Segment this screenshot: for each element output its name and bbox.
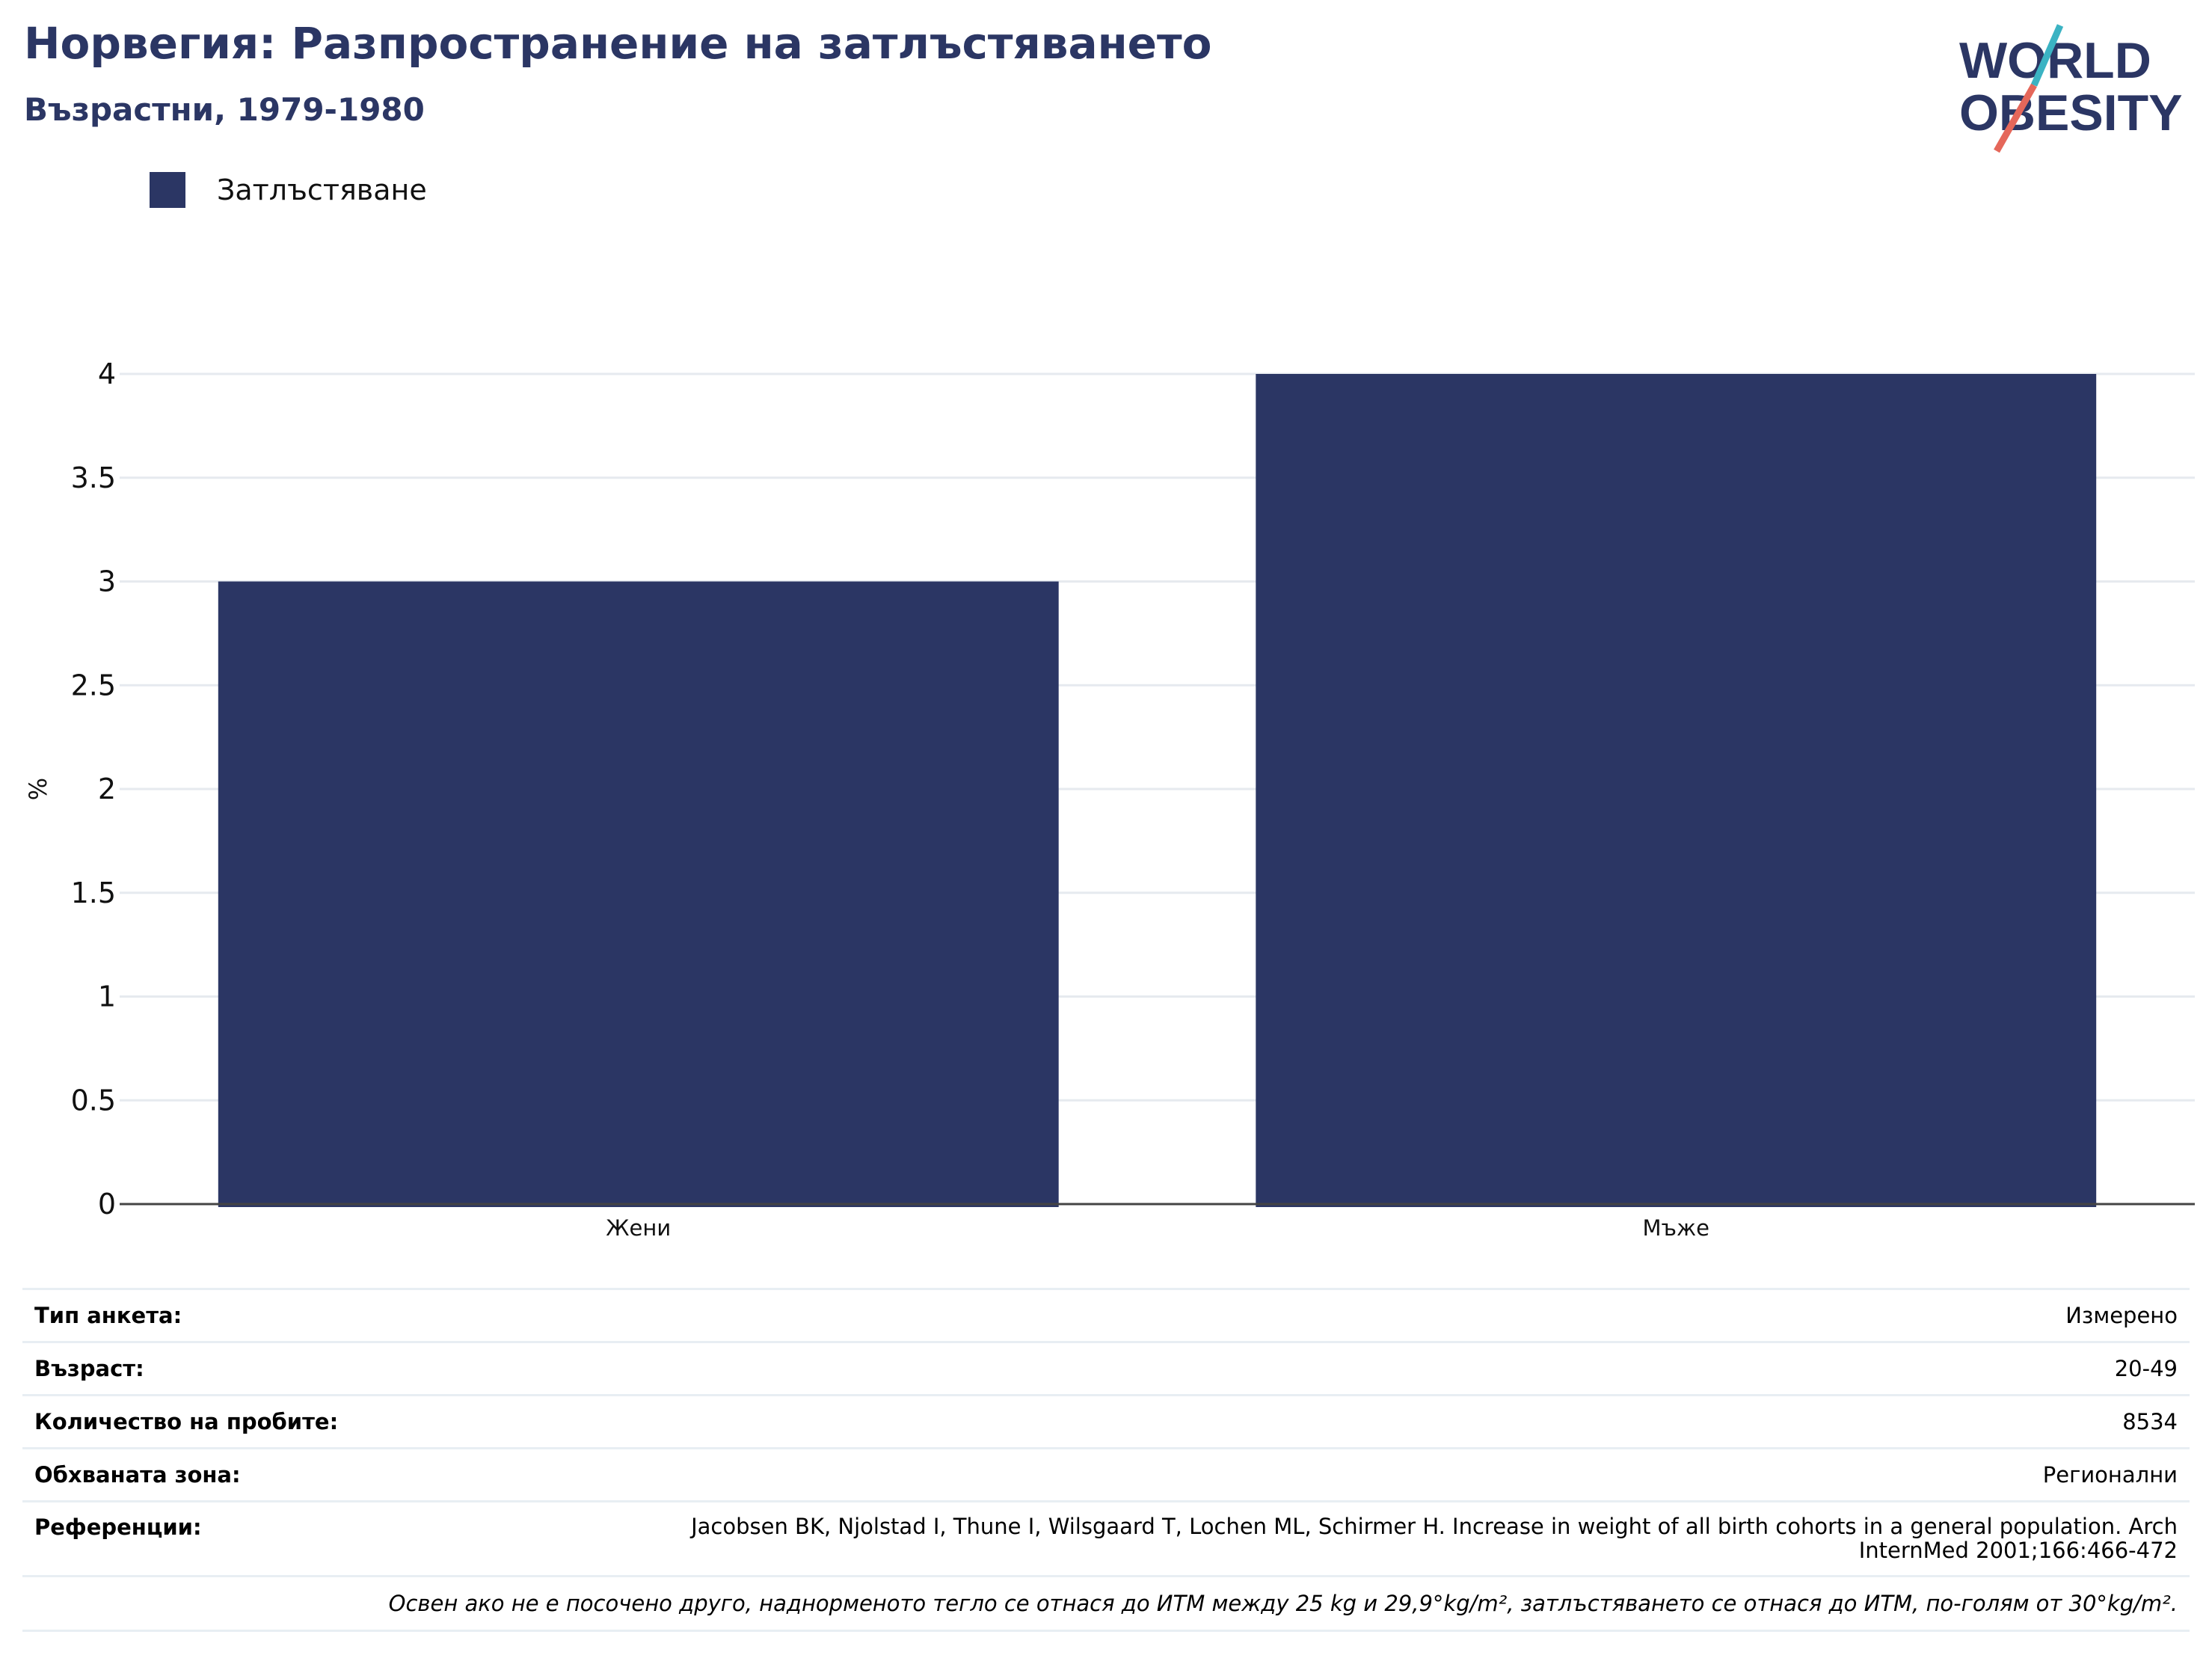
y-tick-label: 0.5 xyxy=(71,1084,116,1117)
references-value: Jacobsen BK, Njolstad I, Thune I, Wilsga… xyxy=(691,1514,2178,1563)
y-tick-label: 0 xyxy=(98,1188,116,1221)
bars xyxy=(218,374,2097,1208)
info-row-coverage: Обхваната зона: Регионални xyxy=(22,1447,2190,1500)
survey-type-value: Измерено xyxy=(2065,1303,2178,1328)
world-obesity-logo: WORLD OBESITY xyxy=(1959,24,2183,153)
survey-type-label: Тип анкета: xyxy=(34,1303,182,1328)
x-tick-label: Жени xyxy=(606,1215,671,1241)
chart-title: Норвегия: Разпространение на затлъстяван… xyxy=(24,18,1212,69)
age-label: Възраст: xyxy=(34,1356,144,1381)
logo-teal-slash xyxy=(2030,24,2064,87)
y-tick-label: 3.5 xyxy=(71,461,116,494)
y-tick-label: 1 xyxy=(98,980,116,1013)
y-tick-label: 1.5 xyxy=(71,877,116,909)
sample-size-label: Количество на пробите: xyxy=(34,1409,339,1434)
definition-note: Освен ако не е посочено друго, наднормен… xyxy=(388,1591,2178,1616)
survey-info-table: Тип анкета: Измерено Възраст: 20-49 Коли… xyxy=(22,1288,2190,1632)
legend-label: Затлъстяване xyxy=(217,174,427,206)
bar-2[interactable] xyxy=(1256,374,2097,1207)
legend-swatch xyxy=(150,172,185,208)
y-tick-label: 2.5 xyxy=(71,669,116,702)
sample-size-value: 8534 xyxy=(2122,1409,2178,1434)
info-row-sample-size: Количество на пробите: 8534 xyxy=(22,1394,2190,1447)
bar-chart: 0 0.5 1 1.5 2 2.5 3 3.5 4 Жени Мъже % xyxy=(24,357,2195,1241)
info-row-survey-type: Тип анкета: Измерено xyxy=(22,1288,2190,1341)
axes: 0 0.5 1 1.5 2 2.5 3 3.5 4 Жени Мъже xyxy=(71,357,2195,1241)
info-row-age: Възраст: 20-49 xyxy=(22,1341,2190,1394)
references-label: Референции: xyxy=(34,1514,202,1540)
age-value: 20-49 xyxy=(2114,1356,2178,1381)
logo-coral-slash xyxy=(1994,83,2037,153)
y-tick-label: 2 xyxy=(98,773,116,805)
coverage-label: Обхваната зона: xyxy=(34,1462,241,1488)
bar-1[interactable] xyxy=(218,581,1059,1208)
logo-text-obesity: OBESITY xyxy=(1959,85,2183,141)
x-tick-label: Мъже xyxy=(1643,1215,1709,1241)
y-tick-label: 3 xyxy=(98,565,116,598)
y-axis-label: % xyxy=(24,778,52,800)
chart-subtitle: Възрастни, 1979-1980 xyxy=(24,91,425,128)
coverage-value: Регионални xyxy=(2042,1462,2178,1488)
info-row-references: Референции: Jacobsen BK, Njolstad I, Thu… xyxy=(22,1500,2190,1575)
info-row-note: Освен ако не е посочено друго, наднормен… xyxy=(22,1575,2190,1632)
legend[interactable]: Затлъстяване xyxy=(150,172,427,208)
y-tick-label: 4 xyxy=(98,357,116,390)
